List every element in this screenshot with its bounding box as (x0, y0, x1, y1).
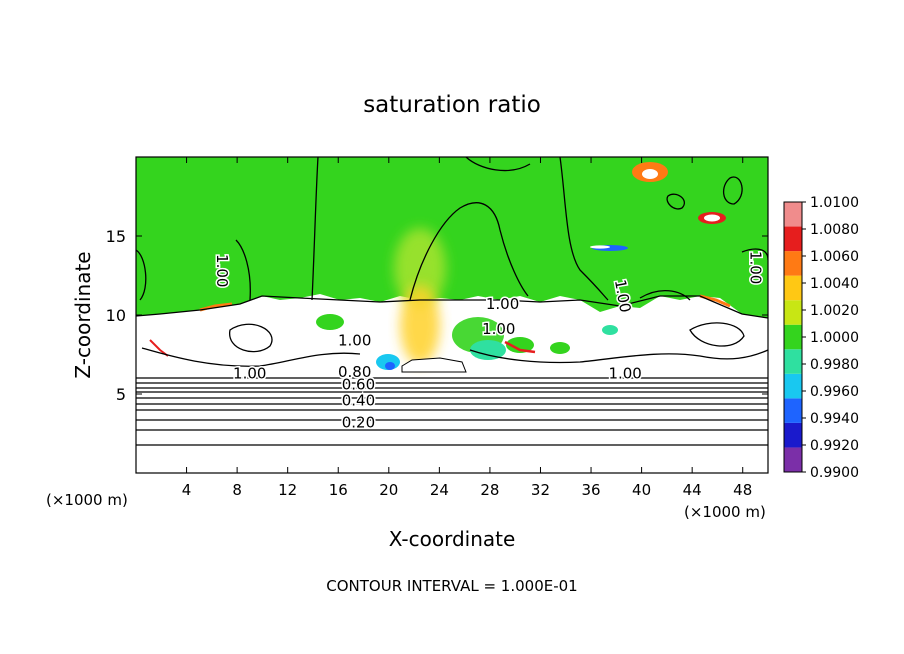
y-tick-label: 5 (116, 385, 126, 404)
x-axis-ticks: 4 8 12 16 20 24 28 32 36 40 44 48 (182, 157, 752, 499)
red-rim-right (504, 340, 536, 354)
contour-label-text: 0.20 (342, 413, 375, 431)
orange-rim-right (699, 294, 731, 308)
x-tick-label: 44 (683, 481, 702, 499)
contour-label: 1.00 (481, 319, 517, 340)
colorbar-swatch (784, 251, 802, 276)
colorbar-label: 0.9980 (810, 357, 859, 373)
x-tick-label: 8 (232, 481, 242, 499)
colorbar-swatch (784, 373, 802, 399)
x-tick-label: 4 (182, 481, 192, 499)
cyan-patch-right (602, 325, 618, 335)
y-axis-label: Z-coordinate (71, 251, 95, 378)
contour-label-text: 1.00 (608, 364, 641, 382)
contour-label-text: 1.00 (338, 331, 371, 349)
x-tick-label: 16 (329, 481, 348, 499)
contour-labels: 1.00 1.001.001.001.001.001.00 1.000.800.60… (211, 249, 766, 433)
contour-label: 1.00 (745, 249, 766, 285)
colorbar-swatch (784, 447, 802, 472)
colorbar-swatch (784, 226, 802, 252)
x-tick-label: 40 (632, 481, 651, 499)
contour-label-text: 0.60 (342, 376, 375, 394)
colorbar-label: 0.9960 (810, 384, 859, 400)
green-patch-left (316, 314, 344, 330)
white-streak (590, 245, 610, 249)
colorbar-swatch (784, 300, 802, 325)
x-tick-label: 20 (379, 481, 398, 499)
x-tick-label: 36 (581, 481, 600, 499)
contour-label: 0.60 (340, 374, 376, 395)
plume-glow-lower (400, 285, 440, 365)
colorbar-swatch (784, 422, 802, 448)
contour-label-text: 0.80 (338, 363, 371, 381)
contour-label: 0.80 (336, 361, 372, 382)
contour-label: 1.00 (607, 363, 643, 384)
colorbar-label: 1.0000 (810, 330, 859, 346)
colorbar-swatch (784, 324, 802, 350)
colorbar-label: 1.0060 (810, 249, 859, 265)
colorbar-label: 0.9900 (810, 465, 859, 481)
plot-area: 1.00 1.001.001.001.001.001.00 1.000.800.60… (136, 157, 768, 473)
white-patch-top (642, 169, 658, 179)
colorbar-swatch (784, 275, 802, 301)
chart-title: saturation ratio (363, 92, 541, 118)
green-upper-region (136, 157, 768, 318)
contour-label: 1.00 (484, 293, 520, 314)
x-axis-label: X-coordinate (389, 527, 516, 551)
colorbar-swatch (784, 349, 802, 374)
contour-label-text: 1.00 (486, 295, 519, 313)
y-axis-ticks: 5 10 15 (106, 227, 768, 404)
green-patch-right (506, 337, 534, 353)
contour-label-text: 1.00 (213, 254, 231, 287)
green-patch-mid (550, 342, 570, 354)
blue-patch-left (385, 362, 395, 370)
colorbar-label: 0.9940 (810, 411, 859, 427)
contour-label: 0.40 (340, 390, 376, 411)
contour-label-text: 1.00 (233, 364, 266, 382)
plume-base-blob (401, 357, 467, 373)
x-tick-label: 32 (531, 481, 550, 499)
colorbar-label: 1.0100 (810, 195, 859, 211)
x-tick-label: 12 (278, 481, 297, 499)
contour-interval-footer: CONTOUR INTERVAL = 1.000E-01 (326, 577, 577, 595)
colorbar-swatch (784, 202, 802, 227)
white-patch-right (704, 214, 720, 222)
colorbar-label: 1.0080 (810, 222, 859, 238)
contour-label: 1.00 (336, 330, 372, 351)
contour-label-text: 1.00 (482, 320, 515, 338)
contour-label-text: 1.00 (746, 251, 764, 284)
colorbar: 0.9900 0.9920 0.9940 0.9960 0.9980 1.0000 1.00… (783, 195, 859, 481)
x-tick-label: 28 (480, 481, 499, 499)
x-unit-label: (×1000 m) (684, 503, 766, 521)
contour-label: 1.00 (232, 363, 268, 384)
x-tick-label: 48 (733, 481, 752, 499)
colorbar-label: 0.9920 (810, 438, 859, 454)
contour-lines (136, 157, 768, 446)
colorbar-label: 1.0040 (810, 276, 859, 292)
contour-label: 1.00 (211, 253, 232, 289)
y-tick-label: 10 (106, 306, 126, 325)
z-unit-label: (×1000 m) (46, 491, 128, 509)
cyan-patch-center (470, 340, 506, 360)
colorbar-label: 1.0020 (810, 303, 859, 319)
contour-label-text: 0.40 (342, 391, 375, 409)
x-tick-label: 24 (430, 481, 449, 499)
y-tick-label: 15 (106, 227, 126, 246)
contour-label: 0.20 (340, 412, 376, 433)
colorbar-swatch (784, 398, 802, 423)
